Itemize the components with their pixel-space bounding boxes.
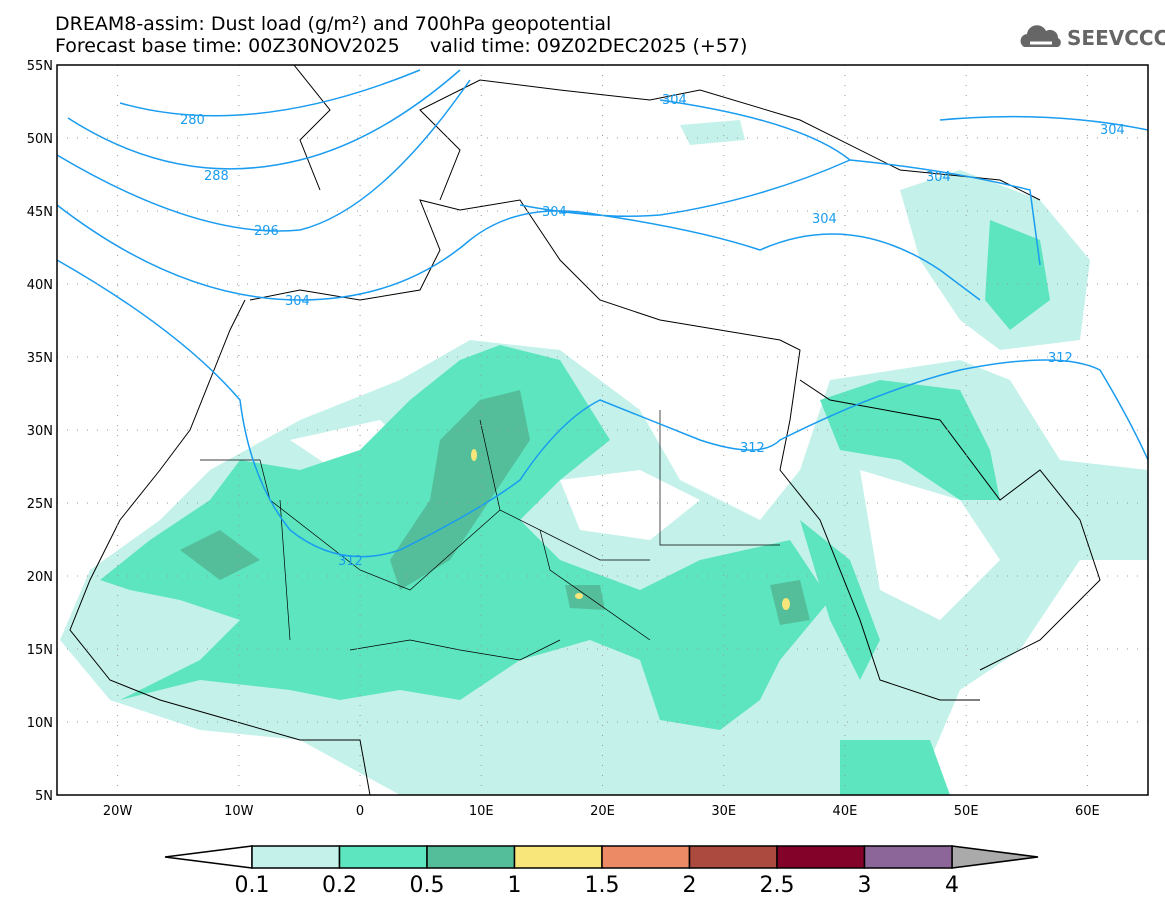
colorbar-under-triangle	[164, 845, 253, 869]
colorbar-label: 0.2	[322, 873, 357, 898]
map-frame	[56, 64, 1149, 796]
contour-label: 304	[662, 93, 687, 108]
lon-label: 40E	[833, 804, 858, 819]
lon-label: 20E	[590, 804, 615, 819]
colorbar-swatch	[688, 845, 778, 869]
contour-label: 280	[180, 113, 205, 128]
lon-label: 10W	[224, 804, 254, 819]
map-subtitle: Forecast base time: 00Z30NOV2025 valid t…	[55, 35, 748, 57]
colorbar-swatch	[776, 845, 866, 869]
contour-label: 304	[926, 170, 951, 185]
lat-label: 20N	[27, 570, 53, 585]
dust-level-0.2	[840, 740, 950, 795]
lat-label: 30N	[27, 424, 53, 439]
lon-label: 60E	[1075, 804, 1100, 819]
dust-level-0.5	[565, 585, 605, 610]
contour-label: 304	[1100, 123, 1125, 138]
dust-level-0.2	[985, 220, 1050, 330]
lat-label: 10N	[27, 716, 53, 731]
lon-label: 0	[356, 804, 364, 819]
borders	[200, 410, 780, 661]
dust-level-1	[471, 449, 477, 461]
contour-labels: 280 288 296 304 304 304 304 304 304 312 …	[180, 93, 1125, 569]
lon-label: 50E	[954, 804, 979, 819]
latitude-labels: 55N 50N 45N 40N 35N 30N 25N 20N 15N 10N 5N	[27, 59, 53, 804]
seevccc-logo: SEEVCCC	[1018, 25, 1165, 51]
lat-label: 45N	[27, 205, 53, 220]
lat-label: 15N	[27, 643, 53, 658]
coastlines	[69, 65, 1101, 795]
logo-text: SEEVCCC	[1067, 26, 1165, 50]
contour-label: 304	[285, 294, 310, 309]
dust-level-0.5	[770, 580, 810, 625]
contour-label: 304	[542, 205, 567, 220]
colorbar-label: 4	[945, 873, 959, 898]
colorbar-swatch	[601, 845, 691, 869]
colorbar-over-triangle	[951, 845, 1039, 869]
colorbar-swatch	[863, 845, 953, 869]
colorbar-label: 1	[508, 873, 522, 898]
lat-label: 5N	[35, 789, 53, 804]
colorbar-swatch	[426, 845, 516, 869]
lon-label: 10E	[469, 804, 494, 819]
contour-label: 296	[254, 224, 279, 239]
dust-level-0.2	[800, 520, 880, 680]
colorbar-swatch	[338, 845, 428, 869]
contour-label: 312	[1048, 351, 1073, 366]
colorbar-label: 3	[858, 873, 872, 898]
colorbar-label: 0.1	[235, 873, 270, 898]
contour-label: 312	[338, 554, 363, 569]
contour-label: 288	[204, 169, 229, 184]
colorbar-swatch	[251, 845, 341, 869]
contour-label: 304	[812, 212, 837, 227]
lon-label: 30E	[711, 804, 736, 819]
colorbar-label: 1.5	[585, 873, 620, 898]
lat-label: 25N	[27, 497, 53, 512]
lat-label: 50N	[27, 132, 53, 147]
dust-level-0.5	[180, 530, 260, 580]
lon-label: 20W	[103, 804, 133, 819]
dust-level-1	[575, 593, 583, 599]
dust-level-0.1	[680, 120, 745, 145]
colorbar-swatch	[513, 845, 603, 869]
lat-label: 40N	[27, 278, 53, 293]
dust-field	[57, 65, 1148, 795]
dust-free-area	[560, 470, 700, 540]
longitude-labels: 20W 10W 0 10E 20E 30E 40E 50E 60E	[103, 804, 1100, 819]
map-title: DREAM8-assim: Dust load (g/m²) and 700hP…	[55, 13, 612, 35]
contour-label: 312	[740, 441, 765, 456]
colorbar-label: 2.5	[760, 873, 795, 898]
colorbar-label: 0.5	[410, 873, 445, 898]
colorbar: 0.1 0.2 0.5 1 1.5 2 2.5 3 4	[164, 845, 1039, 898]
dust-level-0.5	[390, 390, 530, 590]
colorbar-label: 2	[683, 873, 697, 898]
dust-level-0.2	[820, 380, 1000, 500]
lat-label: 35N	[27, 351, 53, 366]
dust-level-1	[782, 598, 790, 610]
cloud-icon	[1020, 25, 1061, 47]
dust-free-area	[860, 470, 1000, 620]
lat-label: 55N	[27, 59, 53, 74]
geopotential-contours	[57, 69, 1148, 558]
